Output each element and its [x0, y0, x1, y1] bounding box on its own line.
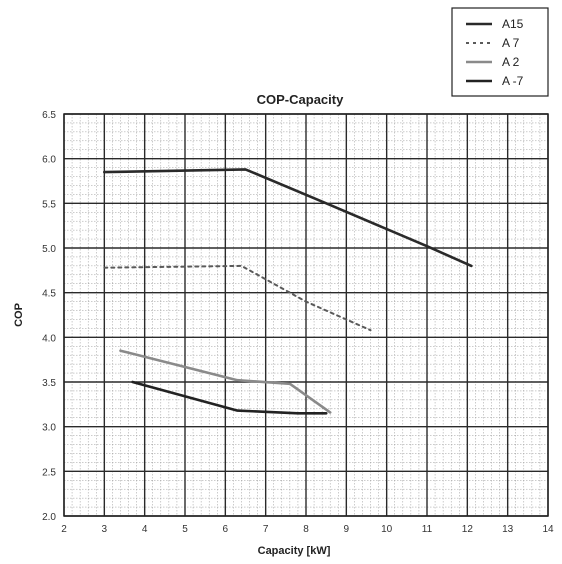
y-tick-label: 4.0 [42, 333, 56, 344]
x-tick-label: 9 [344, 524, 350, 535]
series-layer [103, 168, 473, 415]
x-tick-labels: 2 3 4 5 6 7 8 9 10 11 12 13 14 [61, 524, 554, 535]
x-tick-label: 4 [142, 524, 148, 535]
y-tick-labels: 2.0 2.5 3.0 3.5 4.0 4.5 5.0 5.5 6.0 6.5 [42, 110, 56, 523]
x-tick-label: 13 [502, 524, 514, 535]
legend-box [451, 7, 549, 97]
plot-frame [63, 113, 549, 517]
y-tick-label: 5.5 [42, 199, 56, 210]
x-tick-label: 8 [303, 524, 309, 535]
x-axis-title: Capacity [kW] [258, 545, 331, 557]
x-tick-label: 7 [263, 524, 269, 535]
y-tick-label: 4.5 [42, 289, 56, 300]
x-tick-label: 3 [102, 524, 108, 535]
y-tick-label: 3.0 [42, 423, 56, 434]
x-tick-label: 12 [462, 524, 474, 535]
series-line-2 [103, 264, 372, 332]
series-line-1 [103, 168, 473, 268]
x-tick-label: 5 [182, 524, 188, 535]
x-tick-label: 10 [381, 524, 393, 535]
legend-label-1: A15 [502, 17, 524, 31]
y-tick-label: 2.5 [42, 467, 56, 478]
x-tick-label: 6 [223, 524, 229, 535]
legend-label-3: A 2 [502, 55, 520, 69]
legend-label-4: A -7 [502, 74, 524, 88]
y-axis-title: COP [13, 303, 25, 327]
legend-label-2: A 7 [502, 36, 520, 50]
x-tick-label: 2 [61, 524, 67, 535]
chart-title: COP-Capacity [257, 92, 344, 107]
series-line-4 [131, 380, 328, 415]
y-tick-label: 6.0 [42, 155, 56, 166]
y-tick-label: 2.0 [42, 512, 56, 523]
y-tick-label: 5.0 [42, 244, 56, 255]
y-tick-label: 3.5 [42, 378, 56, 389]
series-line-3 [119, 349, 332, 414]
y-tick-label: 6.5 [42, 110, 56, 121]
x-tick-label: 11 [422, 524, 433, 535]
x-tick-label: 14 [542, 524, 554, 535]
legend: A15 A 7 A 2 A -7 [451, 7, 549, 97]
